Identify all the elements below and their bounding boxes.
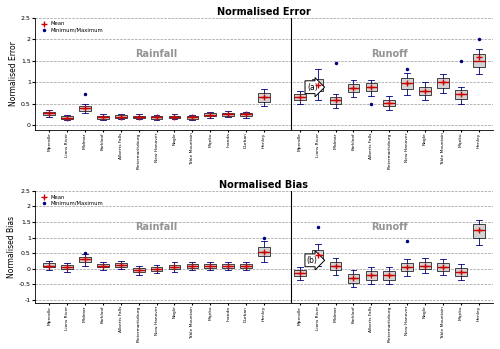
PathPatch shape bbox=[473, 223, 484, 238]
PathPatch shape bbox=[62, 265, 73, 269]
PathPatch shape bbox=[151, 116, 162, 119]
Text: Rainfall: Rainfall bbox=[136, 222, 177, 232]
PathPatch shape bbox=[44, 112, 55, 115]
PathPatch shape bbox=[366, 271, 377, 280]
PathPatch shape bbox=[186, 116, 198, 119]
PathPatch shape bbox=[473, 54, 484, 67]
PathPatch shape bbox=[186, 264, 198, 268]
Text: Runoff: Runoff bbox=[371, 49, 408, 59]
PathPatch shape bbox=[294, 270, 306, 276]
PathPatch shape bbox=[44, 263, 55, 267]
PathPatch shape bbox=[240, 264, 252, 268]
PathPatch shape bbox=[97, 116, 108, 119]
PathPatch shape bbox=[115, 115, 126, 118]
PathPatch shape bbox=[312, 79, 324, 91]
PathPatch shape bbox=[419, 262, 431, 269]
PathPatch shape bbox=[455, 90, 466, 99]
PathPatch shape bbox=[419, 87, 431, 95]
PathPatch shape bbox=[222, 264, 234, 268]
Text: Runoff: Runoff bbox=[371, 222, 408, 232]
PathPatch shape bbox=[151, 267, 162, 271]
Text: (b): (b) bbox=[307, 256, 318, 265]
PathPatch shape bbox=[330, 262, 342, 270]
PathPatch shape bbox=[437, 263, 449, 271]
PathPatch shape bbox=[115, 263, 126, 267]
PathPatch shape bbox=[330, 97, 342, 104]
PathPatch shape bbox=[133, 268, 144, 273]
PathPatch shape bbox=[62, 116, 73, 119]
PathPatch shape bbox=[79, 257, 91, 262]
Text: (a): (a) bbox=[307, 83, 318, 92]
PathPatch shape bbox=[384, 271, 395, 280]
PathPatch shape bbox=[258, 247, 270, 256]
PathPatch shape bbox=[437, 78, 449, 88]
PathPatch shape bbox=[366, 83, 377, 91]
PathPatch shape bbox=[258, 93, 270, 102]
Title: Normalised Bias: Normalised Bias bbox=[220, 180, 308, 190]
Legend: Mean, Minimum/Maximum: Mean, Minimum/Maximum bbox=[38, 193, 104, 207]
Text: Rainfall: Rainfall bbox=[136, 49, 177, 59]
PathPatch shape bbox=[240, 113, 252, 116]
PathPatch shape bbox=[168, 116, 180, 118]
PathPatch shape bbox=[402, 263, 413, 271]
Y-axis label: Normalised Bias: Normalised Bias bbox=[7, 216, 16, 278]
PathPatch shape bbox=[97, 264, 108, 267]
Y-axis label: Normalised Error: Normalised Error bbox=[9, 41, 18, 106]
PathPatch shape bbox=[222, 112, 234, 116]
Title: Normalised Error: Normalised Error bbox=[217, 7, 311, 17]
PathPatch shape bbox=[204, 113, 216, 116]
PathPatch shape bbox=[79, 106, 91, 111]
PathPatch shape bbox=[168, 265, 180, 269]
PathPatch shape bbox=[384, 99, 395, 106]
PathPatch shape bbox=[312, 250, 324, 260]
PathPatch shape bbox=[294, 95, 306, 101]
PathPatch shape bbox=[133, 116, 144, 118]
PathPatch shape bbox=[348, 274, 360, 283]
PathPatch shape bbox=[402, 78, 413, 89]
PathPatch shape bbox=[204, 264, 216, 268]
Legend: Mean, Minimum/Maximum: Mean, Minimum/Maximum bbox=[38, 20, 104, 34]
PathPatch shape bbox=[348, 84, 360, 92]
PathPatch shape bbox=[455, 268, 466, 275]
